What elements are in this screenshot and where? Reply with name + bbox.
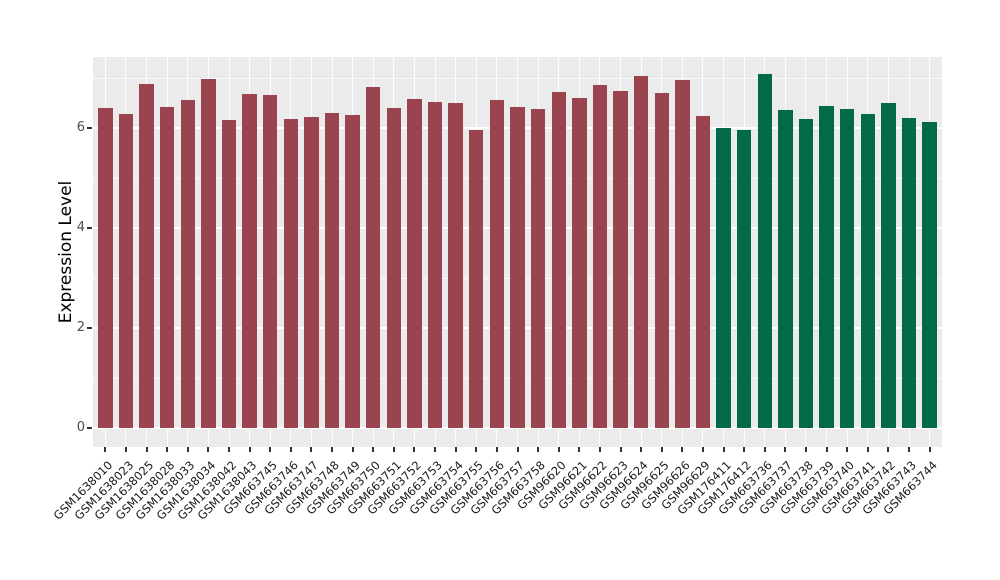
y-axis-title: Expression Level xyxy=(56,180,76,324)
bar-GSM96625 xyxy=(654,92,669,429)
bar-GSM663755 xyxy=(469,129,484,429)
x-tick-mark xyxy=(104,447,107,452)
bar-GSM96629 xyxy=(695,115,711,429)
x-tick-mark xyxy=(166,447,169,452)
x-tick-mark xyxy=(331,447,334,452)
y-tick-mark-0 xyxy=(87,427,92,430)
x-tick-mark xyxy=(887,447,890,452)
x-tick-mark xyxy=(928,447,931,452)
bar-GSM663751 xyxy=(386,107,402,429)
x-tick-mark xyxy=(537,447,540,452)
bar-GSM1638033 xyxy=(180,100,195,429)
bar-GSM96622 xyxy=(592,85,608,429)
bar-GSM663754 xyxy=(448,102,463,429)
bar-GSM663752 xyxy=(407,99,422,429)
plot-panel xyxy=(93,57,942,447)
x-tick-mark xyxy=(866,447,869,452)
bar-GSM663744 xyxy=(922,121,937,429)
x-tick-mark xyxy=(475,447,478,452)
bar-GSM1638028 xyxy=(159,106,175,429)
x-tick-mark xyxy=(310,447,313,452)
bar-GSM96623 xyxy=(613,91,628,429)
x-tick-mark xyxy=(372,447,375,452)
x-tick-mark xyxy=(392,447,395,452)
x-tick-mark xyxy=(784,447,787,452)
bar-GSM663741 xyxy=(860,114,876,429)
x-tick-mark xyxy=(619,447,622,452)
bar-GSM663747 xyxy=(304,116,319,429)
bar-GSM663758 xyxy=(530,108,546,429)
bar-GSM96626 xyxy=(675,79,690,429)
y-tick-mark-4 xyxy=(87,227,92,230)
bar-GSM1638025 xyxy=(139,83,154,429)
y-tick-mark-6 xyxy=(87,127,92,130)
x-tick-mark xyxy=(454,447,457,452)
bar-GSM663739 xyxy=(819,106,834,429)
x-tick-mark xyxy=(434,447,437,452)
x-tick-mark xyxy=(248,447,251,452)
x-tick-mark xyxy=(557,447,560,452)
x-tick-mark xyxy=(124,447,127,452)
x-tick-mark xyxy=(825,447,828,452)
x-tick-mark xyxy=(289,447,292,452)
y-tick-label-2: 2 xyxy=(76,320,85,336)
bar-GSM663746 xyxy=(283,119,299,429)
x-tick-mark xyxy=(207,447,210,452)
x-tick-mark xyxy=(743,447,746,452)
bar-GSM663740 xyxy=(839,108,855,429)
x-tick-mark xyxy=(908,447,911,452)
bar-GSM663756 xyxy=(489,99,505,429)
bar-GSM96624 xyxy=(633,75,649,429)
bar-GSM663742 xyxy=(881,103,896,429)
x-tick-mark xyxy=(598,447,601,452)
bar-GSM1638042 xyxy=(221,120,237,429)
bar-GSM663743 xyxy=(901,118,917,429)
x-tick-mark xyxy=(722,447,725,452)
bar-GSM96620 xyxy=(551,91,566,429)
bar-GSM663757 xyxy=(510,106,525,429)
x-tick-mark xyxy=(763,447,766,452)
bar-GSM663753 xyxy=(427,101,443,429)
x-tick-mark xyxy=(578,447,581,452)
x-tick-mark xyxy=(186,447,189,452)
x-tick-mark xyxy=(413,447,416,452)
y-tick-label-6: 6 xyxy=(76,120,85,136)
x-tick-mark xyxy=(846,447,849,452)
x-tick-mark xyxy=(269,447,272,452)
x-tick-mark xyxy=(516,447,519,452)
bar-GSM96621 xyxy=(572,97,587,429)
bar-GSM663745 xyxy=(263,95,278,429)
bar-GSM176412 xyxy=(736,130,752,429)
x-tick-mark xyxy=(660,447,663,452)
x-tick-mark xyxy=(495,447,498,452)
bar-GSM1638034 xyxy=(201,79,216,429)
y-tick-label-0: 0 xyxy=(76,420,85,436)
bar-GSM663748 xyxy=(324,112,340,429)
bar-GSM663736 xyxy=(757,74,772,429)
x-tick-mark xyxy=(701,447,704,452)
bar-GSM1638023 xyxy=(118,113,134,429)
bar-GSM1638010 xyxy=(98,107,113,429)
y-tick-mark-2 xyxy=(87,327,92,330)
x-tick-mark xyxy=(640,447,643,452)
x-tick-mark xyxy=(804,447,807,452)
bar-GSM663750 xyxy=(366,87,381,429)
bar-GSM1638043 xyxy=(242,94,257,429)
bar-GSM663737 xyxy=(778,110,793,429)
y-tick-label-4: 4 xyxy=(76,220,85,236)
x-tick-mark xyxy=(351,447,354,452)
x-tick-mark xyxy=(145,447,148,452)
bar-GSM663738 xyxy=(798,119,814,429)
x-tick-mark xyxy=(228,447,230,452)
bar-GSM176411 xyxy=(716,127,731,429)
bar-GSM663749 xyxy=(345,115,360,429)
x-tick-mark xyxy=(681,447,684,452)
